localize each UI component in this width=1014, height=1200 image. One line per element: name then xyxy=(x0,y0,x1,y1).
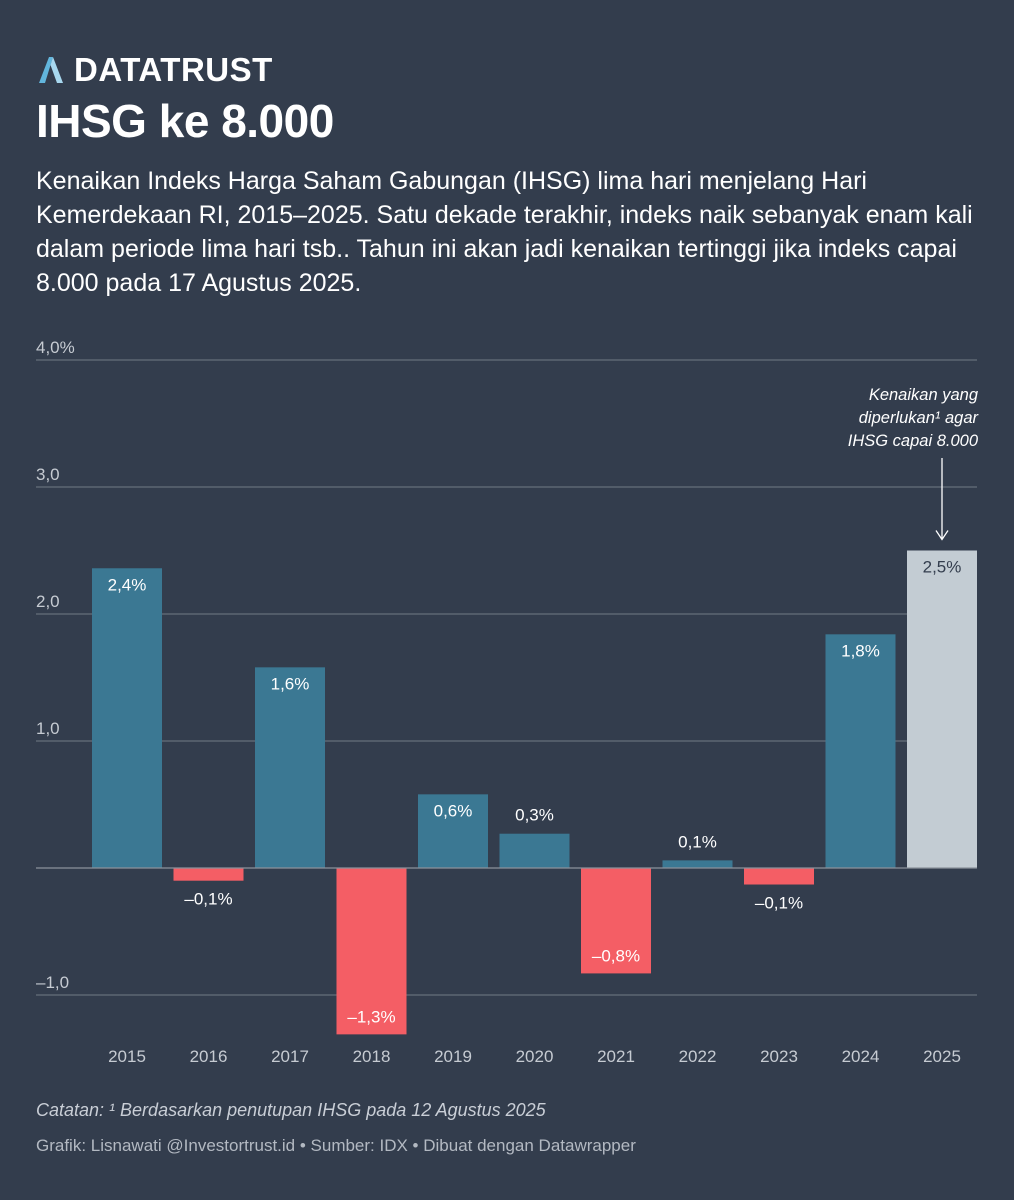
x-tick-label-2023: 2023 xyxy=(760,1047,798,1066)
y-tick-label: –1,0 xyxy=(36,973,69,992)
y-tick-label: 2,0 xyxy=(36,592,60,611)
bar-2023 xyxy=(744,868,814,885)
data-label-2016: –0,1% xyxy=(184,890,232,909)
arrow-head-icon xyxy=(935,530,949,541)
x-tick-label-2022: 2022 xyxy=(679,1047,717,1066)
data-label-2021: –0,8% xyxy=(592,946,640,965)
bar-2016 xyxy=(173,868,244,881)
data-label-2018: –1,3% xyxy=(347,1007,395,1026)
data-label-2017: 1,6% xyxy=(271,674,310,693)
y-tick-label: 4,0% xyxy=(36,338,75,357)
brand-name: DATATRUST xyxy=(74,51,273,88)
x-tick-label-2020: 2020 xyxy=(516,1047,554,1066)
page-subtitle: Kenaikan Indeks Harga Saham Gabungan (IH… xyxy=(36,167,973,297)
data-label-2015: 2,4% xyxy=(108,575,147,594)
data-label-2022: 0,1% xyxy=(678,832,717,851)
page-title: IHSG ke 8.000 xyxy=(36,95,334,147)
data-label-2023: –0,1% xyxy=(755,894,803,913)
bar-2015 xyxy=(92,568,162,868)
bar-2020 xyxy=(499,833,570,868)
annotation-text: IHSG capai 8.000 xyxy=(848,432,979,450)
x-tick-label-2021: 2021 xyxy=(597,1047,635,1066)
bar-2017 xyxy=(255,667,325,868)
bar-2024 xyxy=(825,634,896,868)
x-tick-label-2024: 2024 xyxy=(842,1047,880,1066)
x-tick-label-2025: 2025 xyxy=(923,1047,961,1066)
x-tick-label-2017: 2017 xyxy=(271,1047,309,1066)
footnote: Catatan: ¹ Berdasarkan penutupan IHSG pa… xyxy=(36,1100,546,1120)
data-label-2025: 2,5% xyxy=(923,558,962,577)
data-label-2019: 0,6% xyxy=(434,801,473,820)
bar-2018 xyxy=(336,868,407,1035)
bar-2022 xyxy=(662,860,733,868)
datatrust-logo-icon xyxy=(39,57,63,83)
bar-2025 xyxy=(907,550,977,868)
y-tick-label: 3,0 xyxy=(36,465,60,484)
data-label-2020: 0,3% xyxy=(515,806,554,825)
annotation-text: Kenaikan yang xyxy=(869,386,979,404)
x-tick-label-2019: 2019 xyxy=(434,1047,472,1066)
x-tick-label-2018: 2018 xyxy=(353,1047,391,1066)
data-label-2024: 1,8% xyxy=(841,641,880,660)
bar-2021 xyxy=(581,868,651,974)
brand: DATATRUST xyxy=(36,52,273,88)
annotation-text: diperlukan¹ agar xyxy=(859,409,980,427)
x-tick-label-2016: 2016 xyxy=(190,1047,228,1066)
x-tick-label-2015: 2015 xyxy=(108,1047,146,1066)
credit-line: Grafik: Lisnawati @Investortrust.id • Su… xyxy=(36,1136,636,1155)
bar-2019 xyxy=(418,794,488,868)
y-tick-label: 1,0 xyxy=(36,719,60,738)
